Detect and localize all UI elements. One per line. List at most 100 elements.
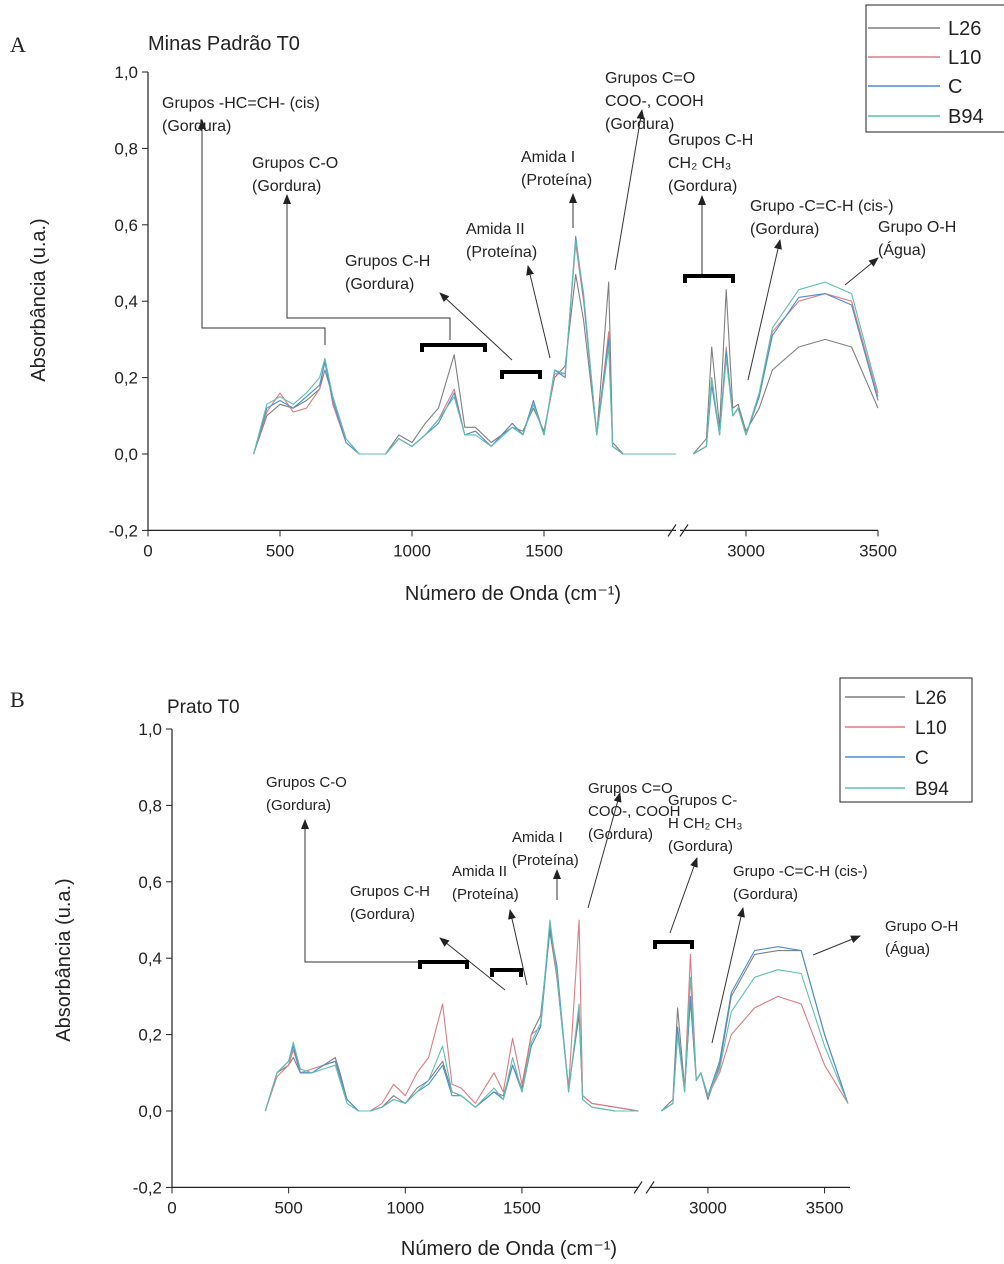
annotation: COO-, COOH: [588, 803, 681, 820]
panel: B Prato T0 Absorbância (u.a.) Número de Ond…: [10, 677, 973, 1260]
panel-letter: B: [10, 687, 25, 712]
annotation: (Proteína): [512, 852, 579, 869]
y-tick-label: 1,0: [138, 720, 162, 739]
bracket: [683, 274, 735, 283]
arrow: [283, 194, 451, 340]
annotation: (Gordura): [588, 826, 653, 843]
annotation: (Proteína): [466, 244, 537, 261]
annotation: (Água): [878, 240, 926, 259]
chart-title: Minas Padrão T0: [148, 33, 300, 55]
annotation: Grupo -C=C-H (cis-): [733, 863, 868, 880]
annotation: Grupos C-O: [252, 155, 338, 172]
legend-box: [839, 677, 973, 803]
y-tick-label: 0,6: [138, 873, 162, 892]
x-tick-label: 0: [143, 541, 152, 560]
x-tick-label: 0: [167, 1198, 176, 1217]
arrow: [439, 292, 513, 361]
spectrum-line: [253, 239, 879, 455]
annotation: Grupos C-H: [345, 253, 430, 270]
legend-label: L26: [915, 688, 947, 709]
x-axis-label: Número de Onda (cm⁻¹): [405, 583, 621, 605]
arrow: [301, 819, 437, 963]
y-axis-label: Absorbância (u.a.): [53, 878, 75, 1041]
annotation: (Gordura): [733, 886, 798, 903]
annotation: (Gordura): [668, 178, 737, 195]
y-tick-label: -0,2: [109, 521, 138, 540]
annotation: Grupos C=O: [588, 780, 673, 797]
annotation: Amida II: [452, 863, 507, 880]
y-tick-label: -0,2: [133, 1178, 162, 1197]
annotation: (Gordura): [345, 276, 414, 293]
y-tick-label: 0,2: [138, 1026, 162, 1045]
y-tick-label: 0,8: [138, 796, 162, 815]
axis-break: [633, 1181, 643, 1194]
annotation: Grupo O-H: [878, 219, 956, 236]
arrow: [844, 257, 879, 286]
y-tick-label: 0,0: [138, 1102, 162, 1121]
arrow: [526, 265, 551, 359]
x-tick-label: 3500: [806, 1198, 844, 1217]
arrow: [198, 119, 326, 345]
x-tick-label: 1500: [503, 1198, 541, 1217]
annotation: Grupos C-: [668, 792, 737, 809]
spectrum-line: [264, 919, 849, 1112]
annotation: (Gordura): [162, 118, 231, 135]
spectrum-line: [264, 927, 849, 1112]
annotation: Grupos C-H: [350, 883, 430, 900]
annotation: Amida I: [512, 829, 563, 846]
annotation: (Gordura): [252, 178, 321, 195]
y-tick-label: 0,2: [114, 369, 138, 388]
x-tick-label: 500: [266, 541, 294, 560]
annotation: Grupos -HC=CH- (cis): [162, 95, 320, 112]
annotation: Grupo O-H: [885, 918, 958, 935]
panel: A Minas Padrão T0 Absorbância (u.a.) Número…: [10, 4, 1004, 605]
x-tick-label: 500: [274, 1198, 302, 1217]
arrow: [711, 907, 745, 1044]
annotation: Grupos C=O: [605, 70, 695, 87]
axis-break: [679, 524, 689, 537]
annotation: (Proteína): [521, 172, 592, 189]
x-tick-label: 1000: [386, 1198, 424, 1217]
x-tick-label: 1500: [525, 541, 563, 560]
spectrum-line: [264, 919, 849, 1112]
annotation: Grupos C-H: [668, 132, 753, 149]
legend-label: B94: [948, 106, 984, 128]
annotation: (Proteína): [452, 886, 519, 903]
x-tick-label: 3000: [727, 541, 765, 560]
y-tick-label: 0,4: [138, 949, 162, 968]
annotation: (Água): [885, 941, 930, 958]
y-tick-label: 0,4: [114, 292, 138, 311]
bracket: [653, 940, 694, 949]
bracket: [418, 960, 469, 969]
annotation: H CH₂ CH₃: [668, 815, 742, 832]
arrow: [508, 909, 528, 986]
annotation: Amida I: [521, 149, 575, 166]
annotation: (Gordura): [266, 797, 331, 814]
arrow: [812, 935, 861, 956]
y-tick-label: 1,0: [114, 63, 138, 82]
annotation: (Gordura): [350, 906, 415, 923]
legend-label: L26: [948, 18, 981, 40]
y-tick-label: 0,0: [114, 445, 138, 464]
spectrum-line: [253, 273, 879, 455]
spectrum-line: [264, 930, 849, 1112]
legend-label: C: [915, 748, 929, 769]
arrow: [747, 239, 782, 381]
bracket: [490, 968, 523, 977]
annotation: (Gordura): [668, 838, 733, 855]
arrow: [669, 857, 698, 934]
axis-break: [667, 524, 677, 537]
legend-label: C: [948, 76, 962, 98]
x-tick-label: 1000: [393, 541, 431, 560]
legend-label: B94: [915, 779, 949, 800]
legend-box: [865, 4, 1004, 133]
annotation: Amida II: [466, 221, 525, 238]
x-tick-label: 3000: [689, 1198, 727, 1217]
y-tick-label: 0,6: [114, 216, 138, 235]
annotation: CH₂ CH₃: [668, 155, 731, 172]
legend-label: L10: [915, 718, 947, 739]
x-tick-label: 3500: [859, 541, 897, 560]
arrow: [439, 937, 506, 991]
annotation: COO-, COOH: [605, 93, 704, 110]
